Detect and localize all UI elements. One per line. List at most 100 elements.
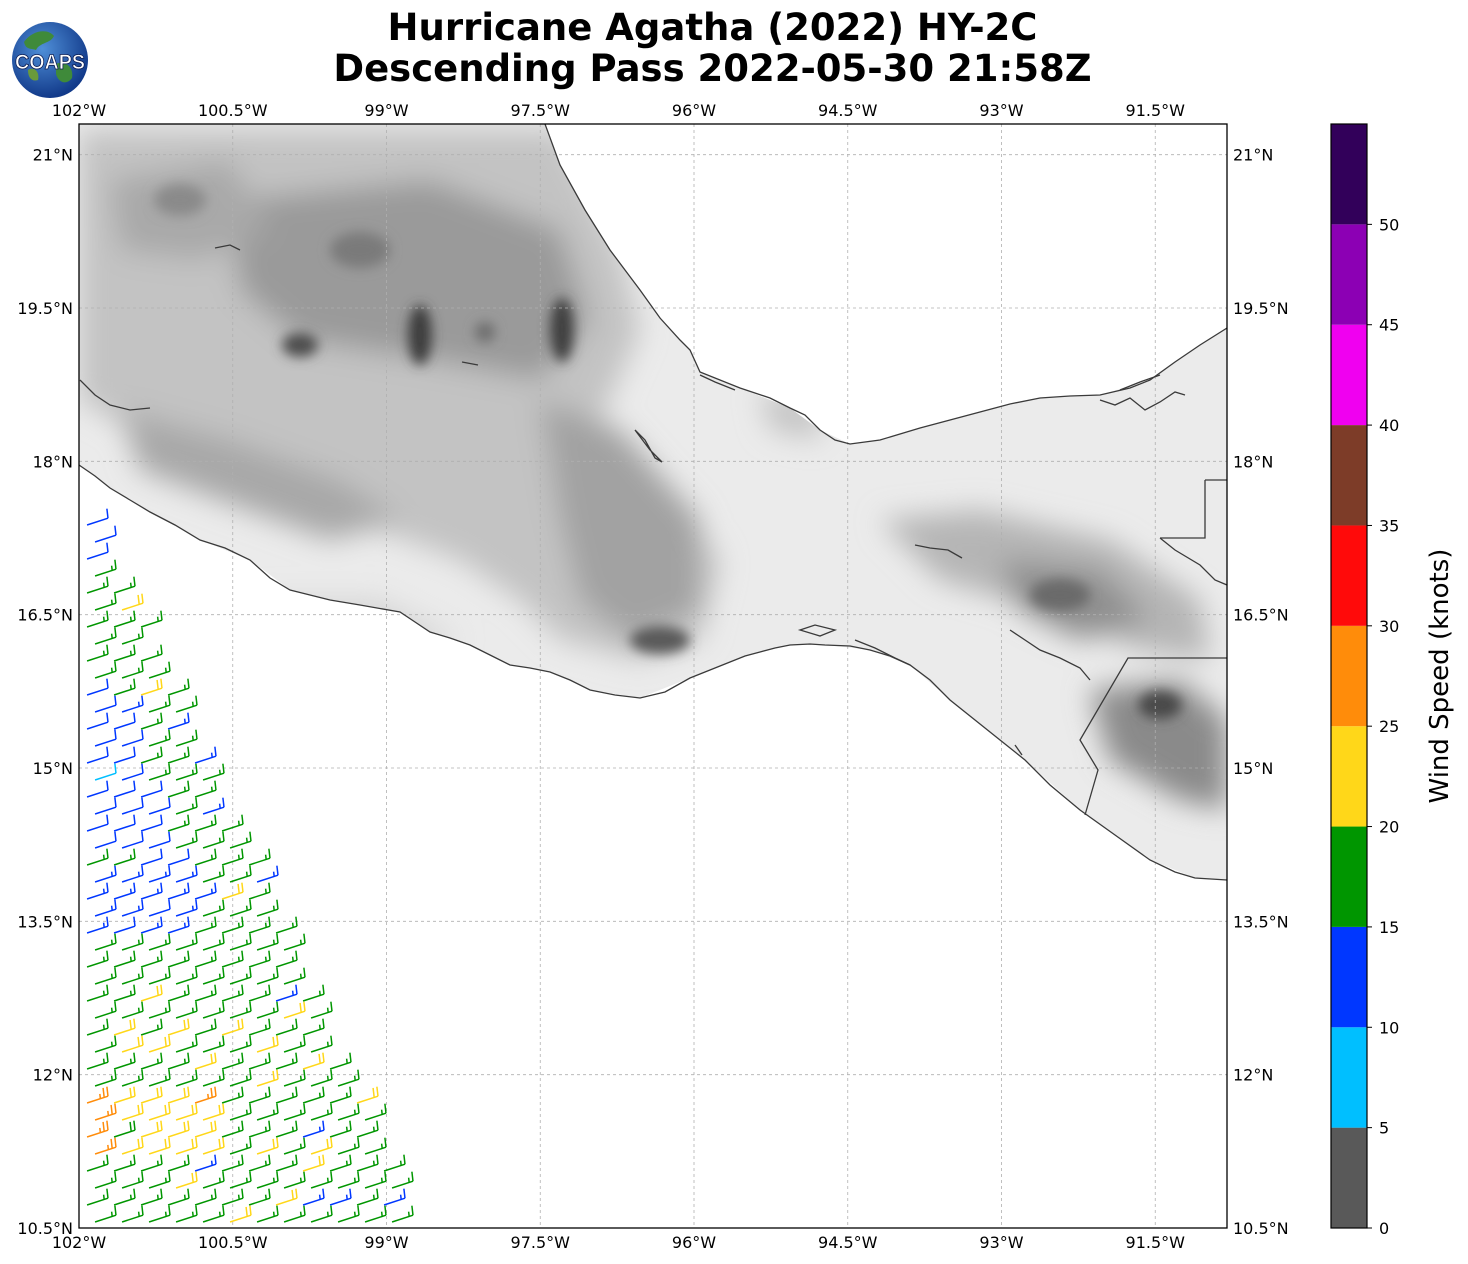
wind-barb xyxy=(310,1205,333,1223)
colorbar-bin xyxy=(1331,726,1367,827)
wind-barb xyxy=(167,916,190,934)
lat-tick-label-right: 13.5°N xyxy=(1233,912,1289,931)
wind-barb xyxy=(86,984,109,1002)
wind-barb xyxy=(283,1137,306,1155)
wind-barb xyxy=(229,1171,252,1189)
wind-barb xyxy=(275,1188,298,1206)
colorbar-tick-label: 15 xyxy=(1379,918,1399,937)
globe-logo-icon: COAPS xyxy=(12,22,88,98)
wind-barb xyxy=(167,950,190,968)
wind-barb xyxy=(194,746,217,764)
wind-barb xyxy=(229,831,252,849)
wind-barb xyxy=(113,610,136,628)
wind-barb xyxy=(167,712,190,730)
wind-barb xyxy=(248,1086,271,1104)
wind-barb xyxy=(221,882,244,900)
lat-tick-label-left: 18°N xyxy=(33,452,73,471)
wind-barb xyxy=(337,1103,360,1121)
wind-barb xyxy=(202,831,225,849)
wind-barb xyxy=(256,1001,279,1019)
wind-barb xyxy=(256,1069,279,1087)
lat-tick-label-left: 21°N xyxy=(33,146,73,165)
wind-barb xyxy=(175,797,198,815)
wind-barb xyxy=(140,1188,163,1206)
wind-barb xyxy=(302,1052,325,1070)
wind-barb xyxy=(175,1205,198,1223)
wind-barb xyxy=(86,1120,109,1138)
wind-barb xyxy=(94,1001,117,1019)
wind-barb xyxy=(167,678,190,696)
chart-title-line-1: Hurricane Agatha (2022) HY-2C xyxy=(387,6,1038,49)
wind-barb xyxy=(167,1188,190,1206)
wind-barb xyxy=(167,1120,190,1138)
wind-barb xyxy=(194,1120,217,1138)
wind-barb xyxy=(194,984,217,1002)
wind-barb xyxy=(121,831,144,849)
wind-barb xyxy=(283,1171,306,1189)
wind-barb xyxy=(121,627,144,645)
wind-barb xyxy=(229,1103,252,1121)
wind-barb xyxy=(175,1103,198,1121)
wind-barb xyxy=(302,1188,325,1206)
wind-barb xyxy=(113,882,136,900)
wind-barb xyxy=(229,1205,252,1223)
wind-barb xyxy=(113,1188,136,1206)
wind-barb xyxy=(86,508,109,526)
wind-barb xyxy=(221,814,244,832)
wind-barb xyxy=(383,1188,406,1206)
lon-tick-label-top: 96°W xyxy=(672,101,716,120)
wind-barb xyxy=(94,627,117,645)
wind-barb xyxy=(310,1069,333,1087)
wind-barb xyxy=(148,865,171,883)
wind-barb xyxy=(202,1171,225,1189)
colorbar-tick-label: 50 xyxy=(1379,215,1399,234)
wind-barb xyxy=(256,1137,279,1155)
colorbar-bin xyxy=(1331,324,1367,426)
wind-barb xyxy=(256,1103,279,1121)
wind-barb xyxy=(256,933,279,951)
wind-barb xyxy=(86,1154,109,1172)
wind-barb xyxy=(248,1188,271,1206)
colorbar-tick-label: 10 xyxy=(1379,1018,1399,1037)
wind-barb xyxy=(175,899,198,917)
wind-barb xyxy=(113,916,136,934)
wind-barb xyxy=(94,899,117,917)
wind-barb xyxy=(167,780,190,798)
colorbar-bin xyxy=(1331,926,1367,1028)
wind-barb xyxy=(364,1205,387,1223)
colorbar-label: Wind Speed (knots) xyxy=(1425,549,1455,804)
lon-tick-label-top: 93°W xyxy=(979,101,1023,120)
wind-barb xyxy=(148,1171,171,1189)
wind-barb xyxy=(140,644,163,662)
wind-barb xyxy=(194,780,217,798)
wind-barb xyxy=(113,984,136,1002)
wind-barb xyxy=(248,1018,271,1036)
wind-barb xyxy=(194,848,217,866)
wind-barb xyxy=(283,1001,306,1019)
wind-barb xyxy=(175,967,198,985)
wind-barb xyxy=(175,763,198,781)
wind-barb xyxy=(121,1035,144,1053)
wind-barb xyxy=(121,1069,144,1087)
wind-barb xyxy=(86,678,109,696)
wind-barb xyxy=(275,1120,298,1138)
lon-tick-label-bottom: 102°W xyxy=(52,1233,107,1252)
wind-barb xyxy=(121,1001,144,1019)
wind-barb xyxy=(140,950,163,968)
wind-barb xyxy=(113,1052,136,1070)
wind-barb xyxy=(167,1154,190,1172)
wind-barb xyxy=(113,1120,136,1138)
wind-barb xyxy=(121,797,144,815)
wind-barb xyxy=(121,933,144,951)
wind-barb xyxy=(221,1086,244,1104)
colorbar-tick-label: 35 xyxy=(1379,516,1399,535)
wind-barb xyxy=(94,661,117,679)
wind-barb xyxy=(329,1188,352,1206)
lat-tick-label-left: 15°N xyxy=(33,759,73,778)
wind-barb xyxy=(113,746,136,764)
wind-barb xyxy=(175,865,198,883)
lat-tick-label-right: 15°N xyxy=(1233,759,1273,778)
wind-barb xyxy=(148,1103,171,1121)
lon-tick-label-top: 94.5°W xyxy=(818,101,878,120)
wind-barb xyxy=(86,1018,109,1036)
